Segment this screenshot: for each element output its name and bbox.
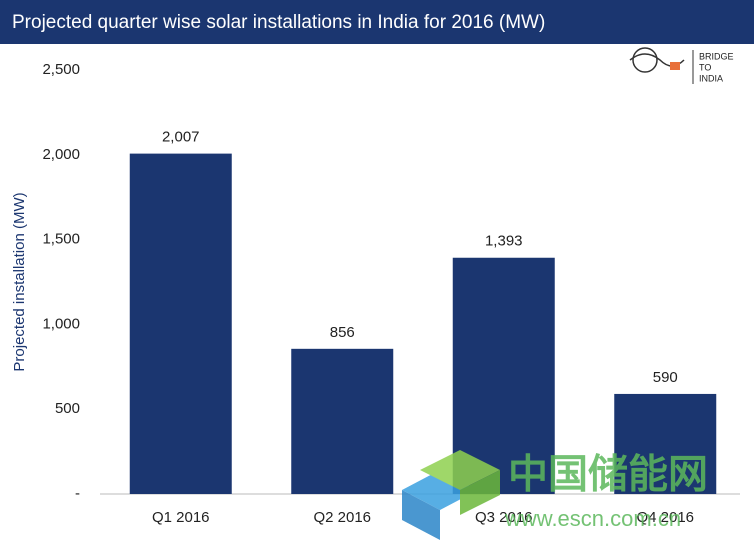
watermark: 中国储能网 www.escn.com.cn: [402, 450, 708, 540]
y-axis-label: Projected installation (MW): [11, 192, 28, 371]
y-tick-label: 1,500: [42, 231, 80, 248]
y-tick-label: 2,500: [42, 61, 80, 78]
bar: [129, 153, 232, 494]
wm-cube: [460, 470, 500, 515]
logo-accent: [670, 62, 680, 70]
bar: [452, 257, 555, 494]
y-tick-label: 2,000: [42, 146, 80, 163]
wm-url: www.escn.com.cn: [504, 506, 681, 531]
logo-globe: [632, 47, 658, 73]
x-tick-label: Q4 2016: [636, 509, 694, 526]
logo: BRIDGE TO INDIA: [629, 47, 734, 84]
logo-text: INDIA: [699, 73, 723, 83]
wm-name: 中国储能网: [508, 453, 708, 497]
value-label: 1,393: [485, 233, 523, 250]
x-tick-label: Q2 2016: [313, 509, 371, 526]
value-label: 2,007: [162, 129, 200, 146]
x-tick-label: Q3 2016: [475, 509, 533, 526]
value-label: 856: [330, 324, 355, 341]
logo-text: BRIDGE: [699, 51, 734, 61]
bar: [291, 348, 394, 494]
chart-title: Projected quarter wise solar installatio…: [12, 12, 545, 33]
y-tick-label: 500: [55, 400, 80, 417]
value-label: 590: [653, 369, 678, 386]
y-tick-label: 1,000: [42, 315, 80, 332]
title-bar: [0, 0, 754, 44]
logo-text: TO: [699, 62, 711, 72]
x-tick-label: Q1 2016: [152, 509, 210, 526]
bar: [614, 393, 717, 494]
y-tick-label: -: [75, 485, 80, 502]
wm-cube: [402, 490, 440, 540]
